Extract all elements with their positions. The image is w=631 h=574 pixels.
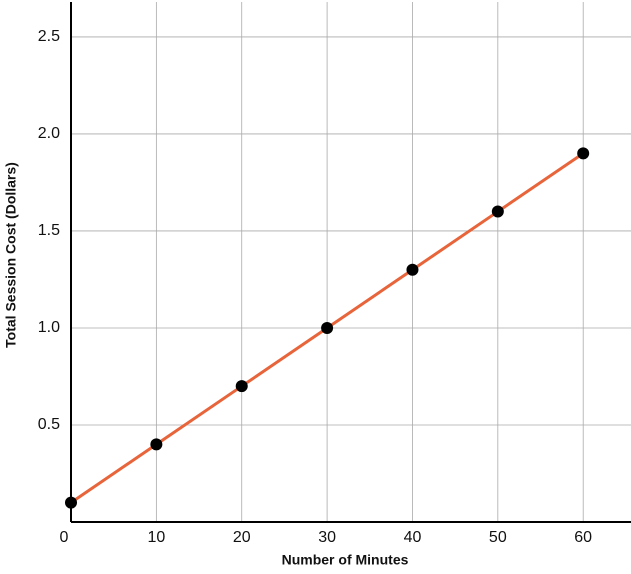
y-axis-title: Total Session Cost (Dollars) (3, 162, 19, 348)
point (577, 147, 590, 160)
point (150, 438, 163, 451)
x-tick-label: 20 (233, 529, 251, 546)
y-tick-label: 2.0 (38, 125, 60, 142)
point (491, 205, 504, 218)
y-tick-label: 1.0 (38, 319, 60, 336)
x-axis-title: Number of Minutes (282, 552, 409, 568)
y-tick-label: 1.5 (38, 222, 60, 239)
x-tick-label: 0 (60, 529, 69, 546)
point (65, 496, 77, 509)
point (235, 380, 248, 393)
y-tick-label: 2.5 (38, 28, 60, 45)
x-tick-label: 60 (574, 529, 592, 546)
x-tick-label: 30 (318, 529, 336, 546)
point (321, 321, 334, 334)
x-tick-label: 40 (404, 529, 422, 546)
x-tick-label: 50 (489, 529, 507, 546)
y-tick-label: 0.5 (38, 416, 60, 433)
point (406, 263, 419, 276)
x-tick-label: 10 (147, 529, 165, 546)
